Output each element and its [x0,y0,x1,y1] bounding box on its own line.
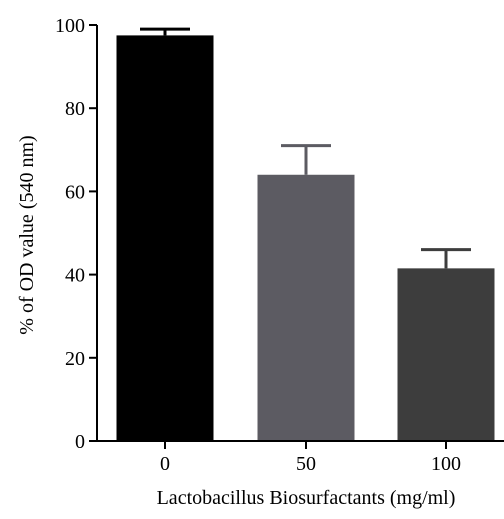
x-tick-label-100: 100 [431,453,461,475]
bar-100 [397,268,495,441]
y-tick-label-0: 0 [75,431,85,453]
bar-0 [116,35,214,442]
bars-layer [116,35,495,442]
y-tick-label-100: 100 [55,15,85,37]
bar-50 [257,174,355,441]
y-tick-label-80: 80 [65,98,85,120]
error-bars-layer [140,27,471,269]
y-tick-label-20: 20 [65,348,85,370]
y-tick-label-40: 40 [65,265,85,287]
y-ticks-layer: 0 20 40 60 80 100 [55,15,97,453]
x-ticks-layer: 0 50 100 [160,441,461,475]
y-axis-title: % of OD value (540 nm) [16,135,38,334]
x-tick-label-0: 0 [160,453,170,475]
x-tick-label-50: 50 [296,453,316,475]
x-axis-title: Lactobacillus Biosurfactants (mg/ml) [157,487,456,509]
y-tick-label-60: 60 [65,181,85,203]
